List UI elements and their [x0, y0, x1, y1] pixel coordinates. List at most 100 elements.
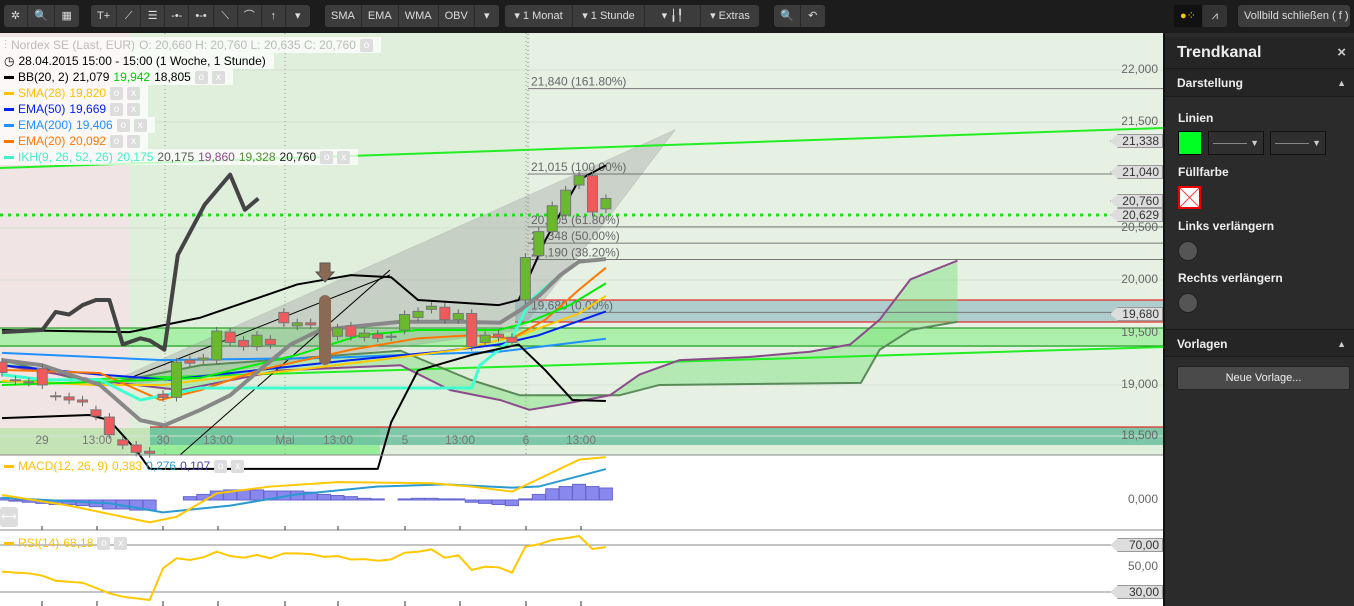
rsi-tag: 70,00	[1110, 538, 1163, 552]
close-icon[interactable]: x	[127, 103, 141, 117]
candle	[332, 327, 343, 337]
close-icon[interactable]: x	[337, 151, 351, 165]
price-axis-label: 21,500	[1121, 114, 1158, 128]
settings-icon[interactable]: o	[110, 135, 124, 149]
text-tool-icon[interactable]: T+	[91, 5, 118, 27]
close-icon[interactable]: x	[211, 71, 225, 85]
macd-name: MACD(12, 26, 9)	[18, 459, 109, 473]
zoom-icon[interactable]: 🔍	[774, 5, 801, 27]
chart-area[interactable]: 21,840 (161.80%) 21,015 (100.00%) 20,505 (…	[0, 33, 1163, 606]
candle	[533, 231, 545, 256]
close-icon[interactable]: ×	[1337, 44, 1346, 61]
chart-canvas[interactable]: 21,840 (161.80%) 21,015 (100.00%) 20,505 (…	[0, 0, 1163, 606]
extend-left-label: Links verlängern	[1178, 219, 1275, 233]
resize-handle-icon[interactable]: ⟷	[0, 507, 18, 527]
close-icon[interactable]: x	[127, 135, 141, 149]
settings-icon[interactable]: o	[110, 87, 124, 101]
bb-mid: 19,942	[113, 70, 151, 84]
settings-icon[interactable]: o	[97, 537, 111, 551]
settings-icon[interactable]: o	[214, 460, 228, 474]
candle	[425, 305, 437, 310]
settings-icon[interactable]: o	[194, 71, 208, 85]
wma-button[interactable]: WMA	[399, 5, 439, 27]
fibonacci-tool-icon[interactable]: ☰	[141, 5, 166, 27]
arc-tool-icon[interactable]: ⌒	[238, 5, 262, 27]
extend-right-toggle[interactable]	[1178, 293, 1198, 313]
time-axis-label: 13:00	[565, 433, 597, 447]
price-axis-label: 19,500	[1121, 325, 1158, 339]
legend-time: ◷ 28.04.2015 15:00 - 15:00 (1 Woche, 1 St…	[0, 53, 274, 69]
search-icon[interactable]: 🔍	[28, 5, 55, 27]
macd-hist-bar	[478, 499, 493, 504]
waveform-icon[interactable]: ⩘	[1211, 10, 1218, 22]
settings-icon[interactable]: o	[110, 103, 124, 117]
fib-label: 21,015 (100.00%)	[531, 160, 626, 174]
candle	[90, 409, 102, 417]
candle	[452, 312, 464, 321]
extras-dropdown[interactable]: ▾ Extras	[710, 10, 750, 22]
macd-hist-bar	[317, 493, 332, 501]
fill-color-none-icon[interactable]	[1178, 186, 1201, 209]
rsi-line	[1, 534, 607, 602]
time-axis-label: 13:00	[322, 433, 354, 447]
price-tag: 19,680	[1110, 307, 1163, 321]
segment-icon[interactable]: •-•	[189, 5, 214, 27]
extend-right-label: Rechts verlängern	[1178, 271, 1283, 285]
time-axis-label: 29	[35, 433, 49, 447]
period-dropdown[interactable]: ▾ 1 Monat	[505, 5, 573, 27]
obv-button[interactable]: OBV	[439, 5, 475, 27]
price-axis-label: 20,000	[1121, 272, 1158, 286]
undo-icon[interactable]: ↶	[808, 10, 818, 22]
settings-icon[interactable]: o	[116, 119, 130, 133]
candle	[238, 339, 250, 348]
legend-ema20: EMA(20) 20,092 o x	[0, 133, 149, 149]
close-icon[interactable]: x	[133, 119, 147, 133]
candle	[117, 439, 129, 446]
rsi-value: 68,18	[63, 536, 94, 550]
section-vorlagen[interactable]: Vorlagen ▲	[1165, 329, 1354, 357]
ema200-name: EMA(200)	[18, 118, 73, 132]
legend-rsi: RSI(14) 68,18 o x	[0, 535, 135, 551]
section-darstellung[interactable]: Darstellung ▲	[1165, 69, 1354, 97]
settings-icon[interactable]: o	[359, 39, 373, 53]
indicator-toggle-icon[interactable]: ●⁘	[1174, 5, 1203, 27]
fib-label: 20,190 (38.20%)	[531, 246, 620, 260]
horizontal-line-icon[interactable]: -•-	[165, 5, 190, 27]
candle	[63, 396, 75, 401]
macd-line	[1, 456, 606, 524]
layout-icon[interactable]: ▦	[61, 10, 72, 22]
macd-signal: 0,276	[146, 459, 177, 473]
line-width-dropdown[interactable]: ▼	[1270, 131, 1326, 155]
interval-dropdown[interactable]: ▾ 1 Stunde	[573, 5, 645, 27]
macd-value: 0,383	[112, 459, 143, 473]
close-icon[interactable]: x	[127, 87, 141, 101]
macd-hist-bar	[558, 486, 573, 501]
collapse-icon[interactable]: ▲	[1337, 78, 1346, 88]
ema20-name: EMA(20)	[18, 134, 66, 148]
collapse-icon[interactable]: ▲	[1337, 339, 1346, 349]
line-tool-icon[interactable]: ⟋	[117, 5, 142, 27]
channel-tool-icon[interactable]: ⟍	[214, 5, 238, 27]
ema-button[interactable]: EMA	[362, 5, 399, 27]
clock-icon: ◷	[4, 54, 15, 68]
line-style-dropdown[interactable]: ▼	[1208, 131, 1264, 155]
candle	[9, 379, 21, 382]
settings-icon[interactable]: o	[320, 151, 334, 165]
new-template-button[interactable]: Neue Vorlage...	[1177, 366, 1350, 390]
close-icon[interactable]: x	[231, 460, 245, 474]
drawn-line	[179, 269, 391, 456]
fullscreen-close-button[interactable]: Vollbild schließen ( f )	[1244, 10, 1349, 22]
extend-left-toggle[interactable]	[1178, 241, 1198, 261]
more-tools-dropdown[interactable]: ▾	[294, 10, 301, 22]
chart-type-dropdown[interactable]: ▾ ╽╿	[645, 5, 701, 27]
indicators-dropdown[interactable]: ▾	[484, 10, 490, 22]
close-icon[interactable]: x	[114, 537, 128, 551]
channel-fill	[0, 328, 1163, 347]
sma-button[interactable]: SMA	[325, 5, 362, 27]
line-color-swatch[interactable]	[1178, 131, 1202, 155]
settings-icon[interactable]: ✲	[4, 5, 28, 27]
candle	[251, 334, 263, 348]
arrow-tool-icon[interactable]: ↑	[262, 5, 286, 27]
price-axis-label: 22,000	[1121, 62, 1158, 76]
macd-hist-bar	[531, 493, 546, 501]
